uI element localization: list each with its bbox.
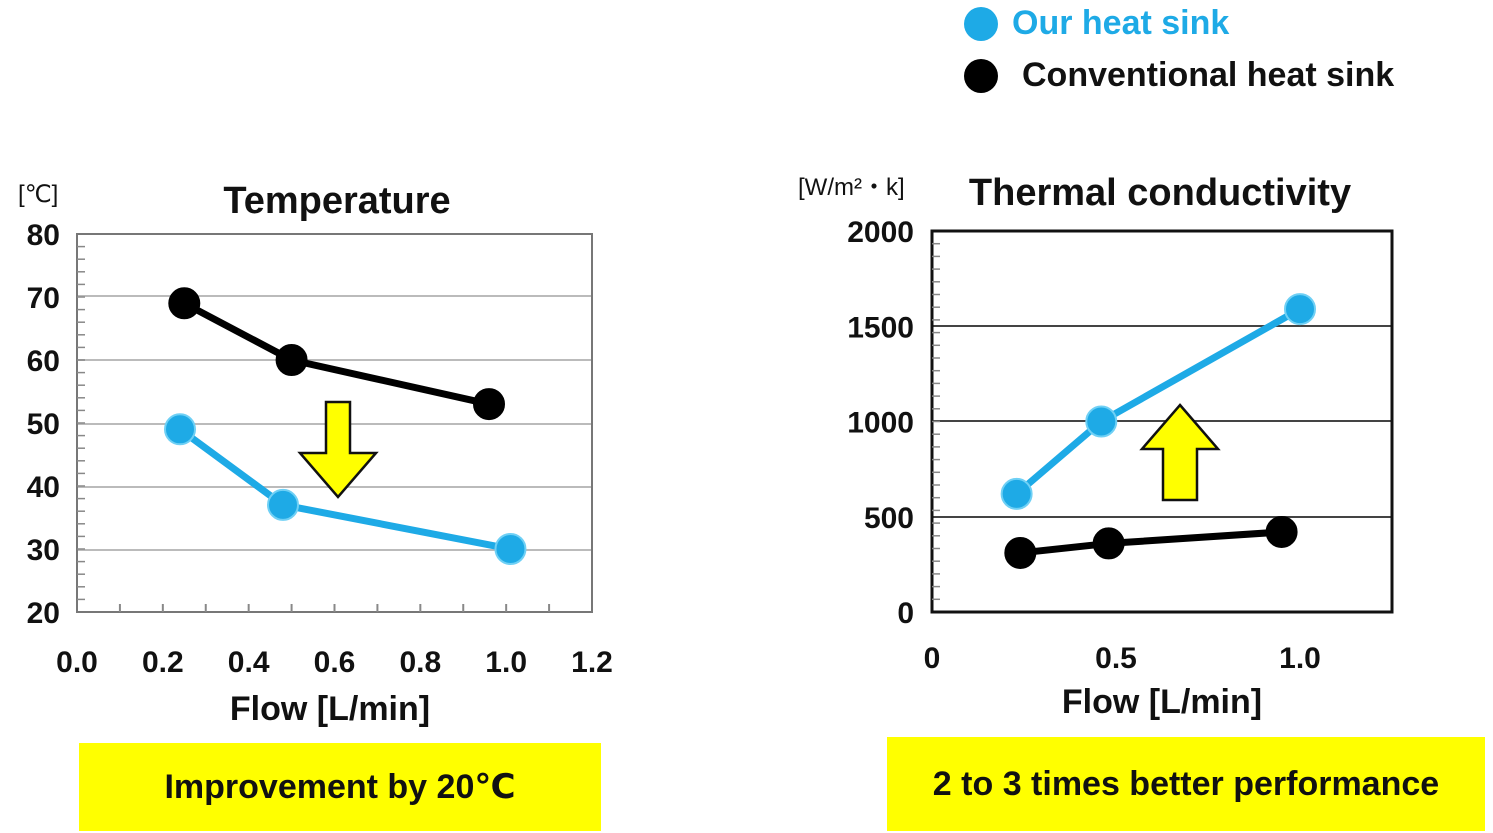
arrow-up-icon xyxy=(1139,403,1221,502)
legend-dot-icon xyxy=(964,58,998,93)
x-axis-label: Flow [L/min] xyxy=(1062,683,1262,721)
y-tick-label: 1500 xyxy=(847,311,914,344)
y-tick-label: 40 xyxy=(27,471,60,504)
y-tick-label: 500 xyxy=(864,502,914,535)
data-point xyxy=(1004,536,1037,569)
chart-title: Thermal conductivity xyxy=(969,172,1351,214)
y-tick-label: 60 xyxy=(27,345,60,378)
y-tick-label: 1000 xyxy=(847,407,914,440)
series-line xyxy=(1019,528,1282,557)
data-point xyxy=(267,488,299,521)
y-tick-label: 70 xyxy=(27,282,60,315)
y-tick-label: 0 xyxy=(897,597,914,630)
callout-improvement: Improvement by 20℃ xyxy=(79,743,601,831)
series-line xyxy=(182,300,490,408)
data-point xyxy=(473,388,505,421)
arrow-down-icon xyxy=(297,400,379,499)
x-tick-label: 0.6 xyxy=(314,646,356,679)
x-tick-label: 1.0 xyxy=(1279,642,1321,675)
y-unit-label: [℃] xyxy=(18,181,58,208)
y-tick-label: 80 xyxy=(27,219,60,252)
data-point xyxy=(1085,405,1118,438)
y-tick-label: 30 xyxy=(27,534,60,567)
y-tick-label: 50 xyxy=(27,408,60,441)
x-tick-label: 0.2 xyxy=(142,646,184,679)
x-tick-label: 0 xyxy=(924,642,941,675)
y-tick-label: 2000 xyxy=(847,216,914,249)
data-point xyxy=(164,413,196,446)
x-tick-label: 1.2 xyxy=(571,646,613,679)
callout-performance: 2 to 3 times better performance xyxy=(887,737,1485,831)
data-point xyxy=(1000,477,1033,510)
x-tick-label: 0.4 xyxy=(228,646,270,679)
x-tick-label: 0.5 xyxy=(1095,642,1137,675)
legend-item-our-heat-sink: Our heat sink xyxy=(964,4,1229,43)
callout-left-text: Improvement by 20℃ xyxy=(164,768,516,806)
data-point xyxy=(1092,527,1125,560)
series-line xyxy=(1014,306,1302,497)
chart-title: Temperature xyxy=(223,180,450,222)
legend-label: Conventional heat sink xyxy=(1022,56,1395,94)
y-tick-label: 20 xyxy=(27,597,60,630)
legend-label: Our heat sink xyxy=(1012,4,1230,42)
x-tick-label: 1.0 xyxy=(485,646,527,679)
x-axis-label: Flow [L/min] xyxy=(230,690,430,728)
callout-right-text: 2 to 3 times better performance xyxy=(932,764,1440,803)
data-point xyxy=(275,344,308,376)
data-point xyxy=(1265,515,1298,548)
x-tick-label: 0.0 xyxy=(56,646,98,679)
y-unit-label: [W/m²・k] xyxy=(798,174,905,201)
x-tick-label: 0.8 xyxy=(399,646,441,679)
legend-item-conventional-heat-sink: Conventional heat sink xyxy=(964,56,1394,95)
data-point xyxy=(494,533,527,565)
legend-dot-icon xyxy=(964,6,998,41)
data-point xyxy=(168,287,201,320)
data-point xyxy=(1284,293,1316,326)
